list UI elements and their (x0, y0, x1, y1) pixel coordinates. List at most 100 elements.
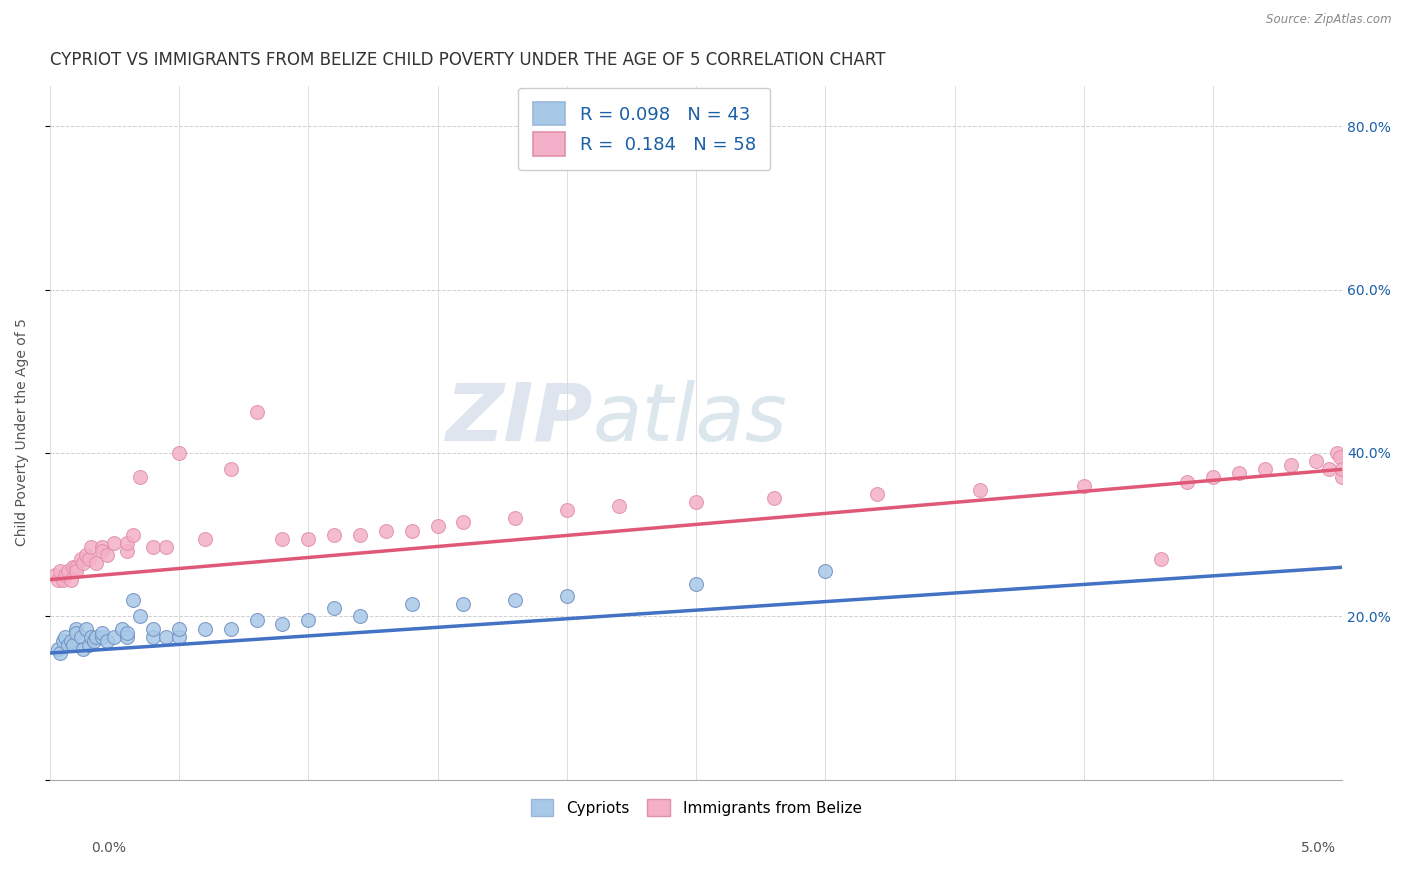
Point (453, 597, 475, 611)
Point (426, 519, 449, 533)
Point (194, 532, 217, 546)
Point (56, 638, 79, 652)
Point (46, 642, 69, 657)
Point (1279, 458, 1302, 473)
Point (65, 565, 87, 579)
Point (1202, 470, 1225, 484)
Point (1329, 450, 1351, 464)
Point (607, 499, 630, 513)
Point (129, 470, 152, 484)
Point (117, 536, 139, 550)
Point (90, 544, 112, 558)
Point (685, 576, 707, 591)
Point (80, 540, 103, 554)
Point (75, 622, 97, 636)
Point (1254, 462, 1277, 476)
Y-axis label: Child Poverty Under the Age of 5: Child Poverty Under the Age of 5 (15, 318, 30, 547)
Point (167, 446, 190, 460)
Text: CYPRIOT VS IMMIGRANTS FROM BELIZE CHILD POVERTY UNDER THE AGE OF 5 CORRELATION C: CYPRIOT VS IMMIGRANTS FROM BELIZE CHILD … (49, 51, 886, 69)
Point (349, 609, 371, 624)
Point (77, 638, 100, 652)
Point (374, 524, 396, 538)
Point (77, 552, 100, 566)
Point (1150, 552, 1173, 566)
Point (52, 633, 75, 648)
Point (194, 622, 217, 636)
Point (129, 609, 152, 624)
Text: 0.0%: 0.0% (91, 841, 127, 855)
Text: Source: ZipAtlas.com: Source: ZipAtlas.com (1267, 13, 1392, 27)
Point (52, 573, 75, 587)
Point (59, 573, 82, 587)
Point (70, 630, 93, 644)
Point (117, 544, 139, 558)
Point (62, 560, 84, 574)
Point (866, 487, 889, 501)
Point (323, 527, 346, 541)
Point (685, 495, 707, 509)
Point (323, 601, 346, 615)
Point (814, 565, 837, 579)
Point (80, 630, 103, 644)
Point (111, 622, 134, 636)
Point (56, 565, 79, 579)
Point (49, 646, 72, 660)
Point (1317, 462, 1340, 476)
Point (103, 536, 125, 550)
Point (1331, 470, 1354, 484)
Point (72, 642, 94, 657)
Point (155, 540, 177, 554)
Text: atlas: atlas (593, 380, 787, 458)
Point (83, 633, 105, 648)
Point (121, 593, 143, 607)
Point (53, 568, 76, 582)
Point (65, 625, 87, 640)
Point (1227, 467, 1250, 481)
Point (49, 565, 72, 579)
Point (86, 630, 108, 644)
Point (1326, 446, 1348, 460)
Point (117, 630, 139, 644)
Point (167, 630, 190, 644)
Point (117, 625, 139, 640)
Point (90, 630, 112, 644)
Point (65, 560, 87, 574)
Point (246, 613, 269, 627)
Point (46, 573, 69, 587)
Point (271, 617, 294, 632)
Point (142, 622, 165, 636)
Point (65, 622, 87, 636)
Point (401, 524, 423, 538)
Point (1331, 462, 1354, 476)
Point (401, 597, 423, 611)
Point (90, 625, 112, 640)
Point (142, 630, 165, 644)
Point (969, 483, 991, 497)
Point (142, 540, 165, 554)
Point (246, 405, 269, 419)
Point (555, 589, 578, 603)
Point (503, 511, 526, 525)
Point (103, 630, 125, 644)
Point (297, 613, 319, 627)
Point (555, 503, 578, 517)
Point (155, 630, 177, 644)
Point (349, 527, 371, 541)
Point (297, 532, 319, 546)
Point (75, 548, 97, 562)
Point (90, 540, 112, 554)
Point (96, 633, 118, 648)
Text: ZIP: ZIP (446, 380, 593, 458)
Point (72, 556, 94, 570)
Text: 5.0%: 5.0% (1301, 841, 1336, 855)
Point (1305, 454, 1327, 468)
Point (53, 630, 76, 644)
Point (62, 638, 84, 652)
Point (271, 532, 294, 546)
Point (219, 622, 242, 636)
Point (59, 633, 82, 648)
Point (96, 548, 118, 562)
Point (1073, 478, 1095, 492)
Point (219, 462, 242, 476)
Point (86, 556, 108, 570)
